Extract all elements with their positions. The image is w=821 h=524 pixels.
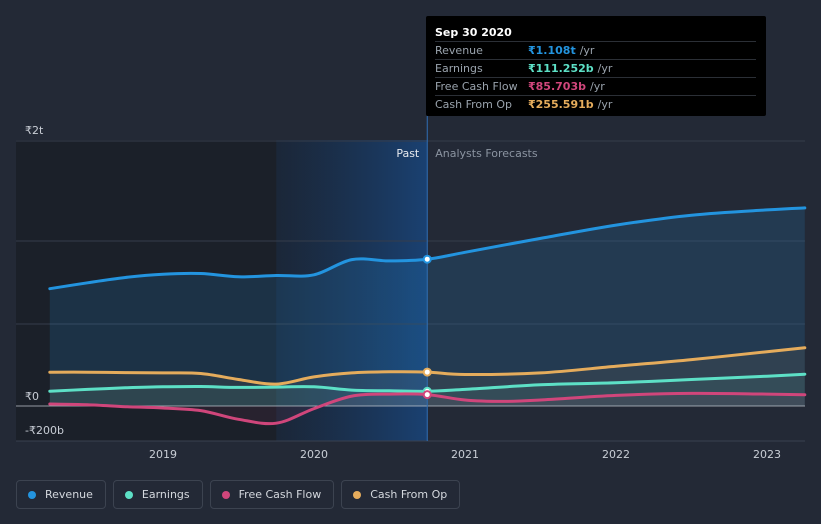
tooltip-row-cash-from-op: Cash From Op ₹255.591b /yr bbox=[435, 95, 756, 113]
tooltip-date: Sep 30 2020 bbox=[435, 26, 512, 39]
tooltip-unit: /yr bbox=[597, 98, 613, 111]
tooltip-label: Earnings bbox=[435, 62, 483, 75]
tooltip-row-revenue: Revenue ₹1.108t /yr bbox=[435, 41, 756, 59]
cash-from-op-line[interactable] bbox=[48, 346, 807, 386]
tooltip-value: ₹1.108t bbox=[528, 44, 576, 57]
tooltip-value: ₹111.252b bbox=[528, 62, 594, 75]
forecast-label: Analysts Forecasts bbox=[435, 147, 538, 160]
earnings-line[interactable] bbox=[48, 372, 807, 393]
x-tick-label: 2021 bbox=[451, 448, 479, 461]
x-tick-label: 2023 bbox=[753, 448, 781, 461]
legend-dot-icon bbox=[124, 490, 133, 499]
tooltip-label: Free Cash Flow bbox=[435, 80, 518, 93]
x-tick-label: 2022 bbox=[602, 448, 630, 461]
revenue-line[interactable] bbox=[48, 206, 807, 291]
tooltip-unit: /yr bbox=[597, 62, 613, 75]
tooltip: Sep 30 2020 Revenue ₹1.108t /yr Earnings… bbox=[426, 16, 766, 116]
free-cash-flow-marker[interactable] bbox=[422, 390, 432, 400]
past-label: Past bbox=[396, 147, 420, 160]
tooltip-unit: /yr bbox=[579, 44, 595, 57]
y-tick-label: ₹0 bbox=[25, 390, 39, 403]
free-cash-flow-area bbox=[49, 393, 805, 424]
revenue-marker[interactable] bbox=[422, 254, 432, 264]
legend-item-cash-from-op[interactable]: Cash From Op bbox=[341, 480, 461, 509]
tooltip-row-free-cash-flow: Free Cash Flow ₹85.703b /yr bbox=[435, 77, 756, 95]
y-tick-label: -₹200b bbox=[25, 424, 64, 437]
legend-item-free-cash-flow[interactable]: Free Cash Flow bbox=[209, 480, 335, 509]
legend-item-earnings[interactable]: Earnings bbox=[112, 480, 203, 509]
legend-label: Earnings bbox=[141, 488, 190, 501]
y-tick-label: ₹2t bbox=[25, 124, 44, 137]
x-tick-label: 2020 bbox=[300, 448, 328, 461]
tooltip-label: Cash From Op bbox=[435, 98, 513, 111]
tooltip-unit: /yr bbox=[589, 80, 605, 93]
legend: Revenue Earnings Free Cash Flow Cash Fro… bbox=[16, 480, 467, 509]
cash-from-op-marker[interactable] bbox=[422, 367, 432, 377]
tooltip-value: ₹85.703b bbox=[528, 80, 586, 93]
free-cash-flow-line[interactable] bbox=[48, 391, 807, 426]
legend-dot-icon bbox=[221, 490, 230, 499]
legend-label: Free Cash Flow bbox=[238, 488, 322, 501]
legend-label: Cash From Op bbox=[370, 488, 448, 501]
tooltip-label: Revenue bbox=[435, 44, 483, 57]
legend-label: Revenue bbox=[45, 488, 93, 501]
legend-item-revenue[interactable]: Revenue bbox=[16, 480, 106, 509]
earnings-area bbox=[49, 374, 805, 406]
legend-dot-icon bbox=[353, 490, 362, 499]
tooltip-value: ₹255.591b bbox=[528, 98, 594, 111]
legend-dot-icon bbox=[28, 490, 36, 499]
x-tick-label: 2019 bbox=[149, 448, 177, 461]
tooltip-row-earnings: Earnings ₹111.252b /yr bbox=[435, 59, 756, 77]
